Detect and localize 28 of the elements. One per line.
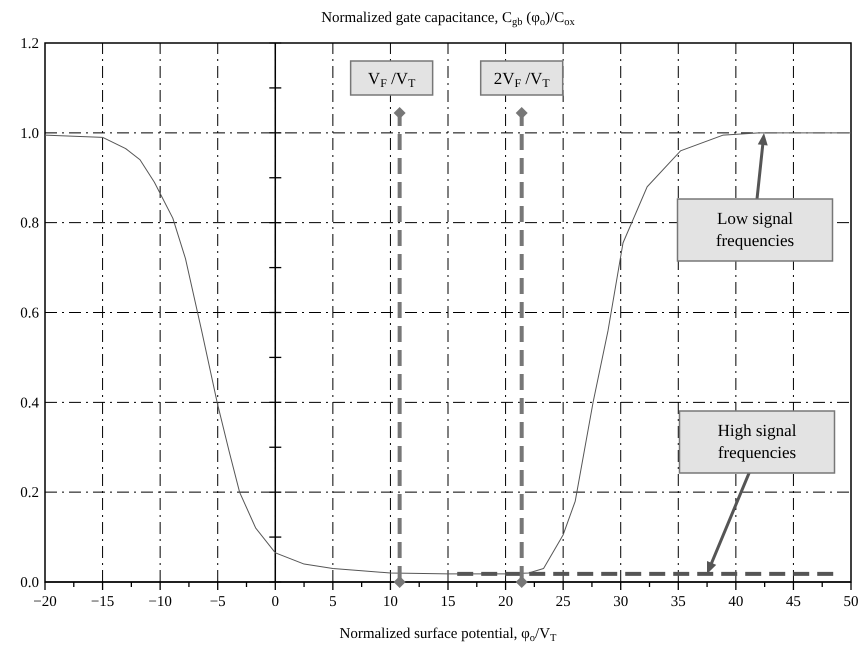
x-axis-title: Normalized surface potential, φ$_{o}$/V$_{T}$ bbox=[340, 626, 558, 644]
x-tick-label: 20 bbox=[498, 594, 514, 610]
annotation: High signal frequencies bbox=[718, 421, 797, 462]
y-tick-label: 0.8 bbox=[20, 216, 39, 232]
x-tick-label: −20 bbox=[33, 594, 57, 610]
x-tick-label: 50 bbox=[844, 594, 858, 610]
y-tick-label: 0.0 bbox=[20, 575, 39, 591]
x-tick-label: 45 bbox=[786, 594, 801, 610]
y-tick-label: 1.0 bbox=[20, 126, 39, 142]
y-tick-label: 0.4 bbox=[20, 395, 40, 412]
x-tick-label: −10 bbox=[148, 594, 172, 610]
x-tick-label: 0 bbox=[272, 594, 280, 610]
x-tick-label: −5 bbox=[210, 594, 226, 610]
x-tick-label: 35 bbox=[670, 594, 686, 610]
y-tick-label: 0.2 bbox=[20, 485, 39, 502]
x-tick-label: 30 bbox=[613, 594, 628, 610]
y-tick-label: 1.2 bbox=[20, 36, 39, 52]
ref-line-label: V$_{F}$ /V$_{T}$ bbox=[368, 69, 416, 90]
ref-line-label: 2V$_{F}$ /V$_{T}$ bbox=[494, 69, 550, 90]
y-tick-label: 0.6 bbox=[20, 306, 40, 322]
annotation: Low signal frequencies bbox=[716, 209, 794, 250]
x-tick-label: 5 bbox=[329, 594, 337, 610]
x-tick-label: 15 bbox=[440, 594, 456, 610]
x-tick-label: 25 bbox=[556, 594, 571, 610]
x-tick-label: 10 bbox=[382, 594, 398, 610]
x-tick-label: −15 bbox=[90, 594, 114, 610]
x-tick-label: 40 bbox=[728, 594, 744, 610]
chart-title: Normalized gate capacitance, C$_{gb}$ (φ$_{o}$)/C$_{ox}$ bbox=[321, 10, 576, 28]
